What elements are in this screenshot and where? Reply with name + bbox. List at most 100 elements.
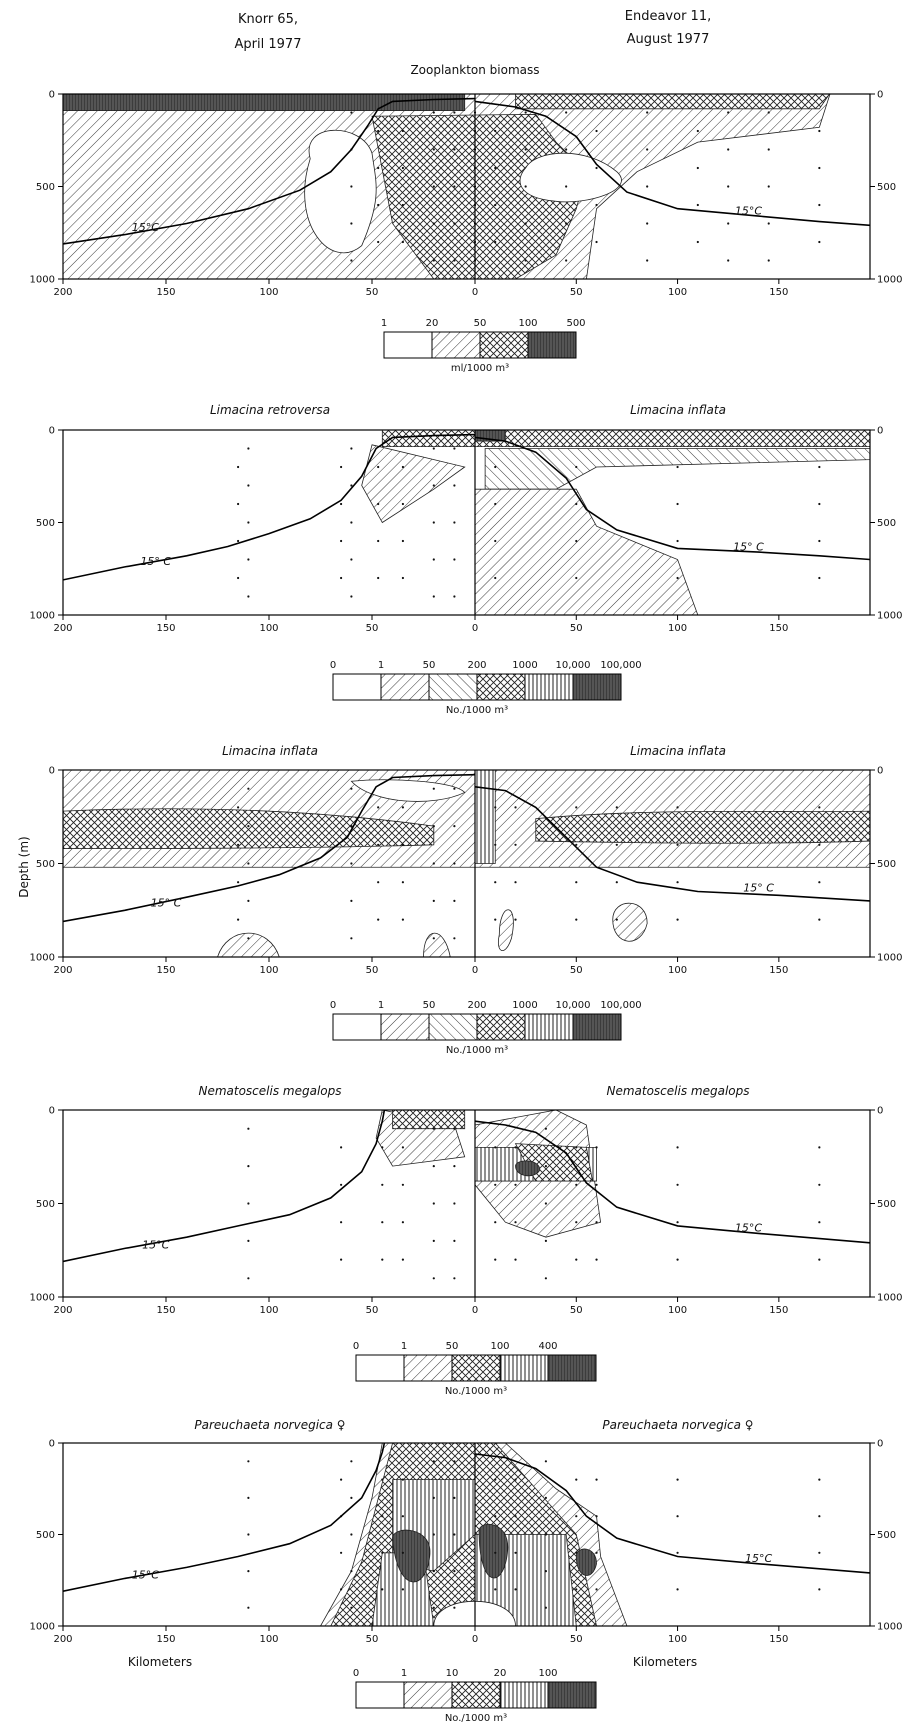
- panel-title-left: Limacina inflata: [222, 744, 318, 758]
- station-dot: [237, 502, 240, 506]
- legend-swatch: [403, 1354, 453, 1382]
- station-dot: [432, 185, 435, 188]
- station-dot: [401, 166, 404, 170]
- x-tick-label: 150: [156, 1634, 175, 1645]
- station-dot: [494, 1221, 497, 1224]
- x-tick-label: 150: [156, 1305, 175, 1316]
- isotherm-label-left: 15°C: [132, 221, 159, 234]
- station-dot: [350, 111, 353, 114]
- station-dot: [494, 1588, 497, 1591]
- panel-title-right: Pareuchaeta norvegica ♀: [602, 1418, 753, 1432]
- station-dot: [453, 1460, 456, 1463]
- station-dot: [453, 558, 456, 561]
- x-tick-label: 100: [668, 623, 687, 634]
- legend-break-label: 10: [446, 1668, 459, 1679]
- station-dot: [247, 1239, 250, 1242]
- header-right-line2: August 1977: [627, 32, 710, 47]
- station-dot: [377, 843, 380, 846]
- station-dot: [453, 222, 456, 225]
- station-dot: [401, 1515, 404, 1518]
- x-tick-label: 200: [53, 965, 72, 976]
- legend-swatch: [332, 673, 382, 701]
- station-dot: [432, 899, 435, 903]
- station-dot: [432, 447, 435, 450]
- station-dot: [615, 881, 618, 884]
- station-dot: [350, 185, 353, 188]
- station-dot: [340, 1588, 343, 1591]
- contour-region: [478, 1523, 508, 1579]
- station-dot: [350, 484, 353, 487]
- station-dot: [401, 843, 404, 846]
- station-dot: [544, 1606, 547, 1609]
- legend-unit: No./1000 m³: [446, 705, 508, 716]
- legend-limacina-retroversa: 0 1 50 200 1000 10,000 100,000 No./1000 m³: [330, 660, 642, 716]
- x-tick-label: 150: [156, 965, 175, 976]
- x-tick-label: 100: [259, 1305, 278, 1316]
- station-dot: [676, 806, 679, 809]
- station-dot: [340, 1221, 343, 1224]
- contour-region: [63, 94, 466, 112]
- station-dot: [377, 465, 380, 469]
- station-dot: [494, 1551, 497, 1554]
- legend-swatch: [380, 1013, 430, 1041]
- legend-break-label: 100,000: [600, 660, 641, 671]
- station-dot: [595, 1515, 598, 1518]
- legend-swatch: [476, 1013, 526, 1041]
- station-dot: [676, 1478, 679, 1481]
- x-tick-label: 150: [156, 287, 175, 298]
- legend-swatch: [524, 673, 574, 701]
- station-dot: [676, 502, 679, 506]
- header-right-line1: Endeavor 11,: [625, 9, 711, 24]
- station-dot: [524, 148, 527, 151]
- contour-regions: [63, 1110, 870, 1297]
- legend-break-label: 10,000: [556, 660, 591, 671]
- station-dot: [401, 502, 404, 506]
- station-dot: [350, 899, 353, 903]
- station-dot: [401, 129, 404, 133]
- y-tick-label-left: 500: [36, 518, 55, 529]
- x-axis-label-right: Kilometers: [633, 1655, 697, 1669]
- station-dot: [377, 806, 380, 809]
- station-dots: [237, 447, 821, 598]
- station-dot: [514, 1146, 517, 1149]
- station-dot: [818, 881, 821, 884]
- station-dot: [595, 1221, 598, 1224]
- contour-regions: [63, 94, 870, 279]
- station-dot: [818, 843, 821, 846]
- station-dot: [432, 1165, 435, 1168]
- station-dot: [247, 825, 250, 828]
- contour-region: [474, 488, 699, 615]
- isotherm-line-left: [63, 1110, 386, 1263]
- station-dot: [432, 484, 435, 487]
- station-dot: [453, 1127, 456, 1130]
- y-tick-label-left: 500: [36, 859, 55, 870]
- station-dot: [432, 595, 435, 598]
- station-dot: [575, 881, 578, 884]
- station-dot: [514, 1221, 517, 1224]
- x-tick-label: 50: [366, 623, 379, 634]
- isotherm-label-right: 15°C: [735, 1222, 762, 1235]
- y-tick-label-left: 1000: [30, 611, 55, 622]
- legend-break-label: 50: [446, 1341, 459, 1352]
- station-dot: [646, 222, 649, 225]
- station-dot: [575, 1221, 578, 1224]
- legend-break-label: 10,000: [556, 1000, 591, 1011]
- station-dot: [377, 881, 380, 884]
- y-tick-label-right: 1000: [877, 611, 902, 622]
- x-tick-label: 50: [570, 623, 583, 634]
- y-tick-label-left: 0: [49, 766, 55, 777]
- station-dot: [544, 1202, 547, 1205]
- legend-swatch: [527, 331, 577, 359]
- legend-break-label: 400: [538, 1341, 557, 1352]
- legend-break-label: 0: [330, 1000, 336, 1011]
- station-dot: [237, 576, 240, 580]
- station-dot: [247, 1277, 250, 1280]
- station-dot: [818, 465, 821, 469]
- x-tick-label: 0: [472, 1634, 478, 1645]
- isotherm-label-right: 15°C: [735, 204, 762, 217]
- panel-title-left: Limacina retroversa: [210, 403, 330, 417]
- station-dot: [676, 465, 679, 469]
- contour-region: [474, 770, 496, 864]
- station-dot: [676, 1515, 679, 1518]
- station-dot: [432, 111, 435, 114]
